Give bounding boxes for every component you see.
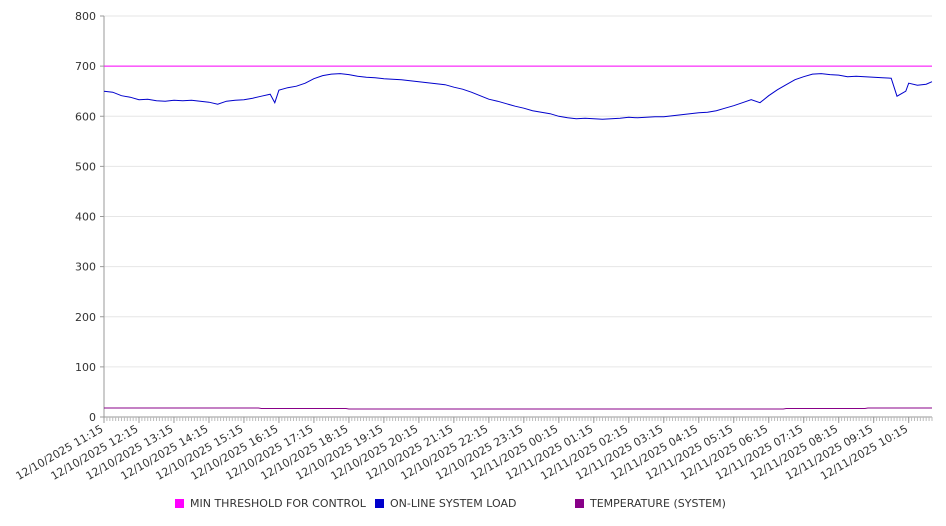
y-tick-label: 300 bbox=[75, 261, 96, 274]
legend-swatch-system-load bbox=[375, 499, 384, 508]
series-line-1 bbox=[103, 73, 933, 120]
grid-lines bbox=[104, 15, 932, 418]
legend-swatch-min-threshold bbox=[175, 499, 184, 508]
legend-label-temperature: TEMPERATURE (SYSTEM) bbox=[590, 497, 726, 510]
legend-label-system-load: ON-LINE SYSTEM LOAD bbox=[390, 497, 517, 510]
legend-item-system-load: ON-LINE SYSTEM LOAD bbox=[375, 497, 516, 510]
y-tick-label: 100 bbox=[75, 361, 96, 374]
legend-item-temperature: TEMPERATURE (SYSTEM) bbox=[575, 497, 726, 510]
series-line-2 bbox=[104, 407, 932, 410]
y-tick-label: 0 bbox=[89, 411, 96, 424]
legend: MIN THRESHOLD FOR CONTROL ON-LINE SYSTEM… bbox=[0, 497, 946, 515]
y-tick-label: 400 bbox=[75, 211, 96, 224]
y-axis: 0 100 200 300 400 500 600 700 800 bbox=[75, 10, 105, 424]
y-tick-label: 800 bbox=[75, 10, 96, 23]
y-tick-label: 200 bbox=[75, 311, 96, 324]
legend-label-min-threshold: MIN THRESHOLD FOR CONTROL bbox=[190, 497, 366, 510]
y-tick-label: 700 bbox=[75, 60, 96, 73]
y-tick-label: 500 bbox=[75, 160, 96, 173]
series-lines bbox=[103, 65, 933, 410]
legend-item-min-threshold: MIN THRESHOLD FOR CONTROL bbox=[175, 497, 366, 510]
y-tick-label: 600 bbox=[75, 110, 96, 123]
legend-swatch-temperature bbox=[575, 499, 584, 508]
